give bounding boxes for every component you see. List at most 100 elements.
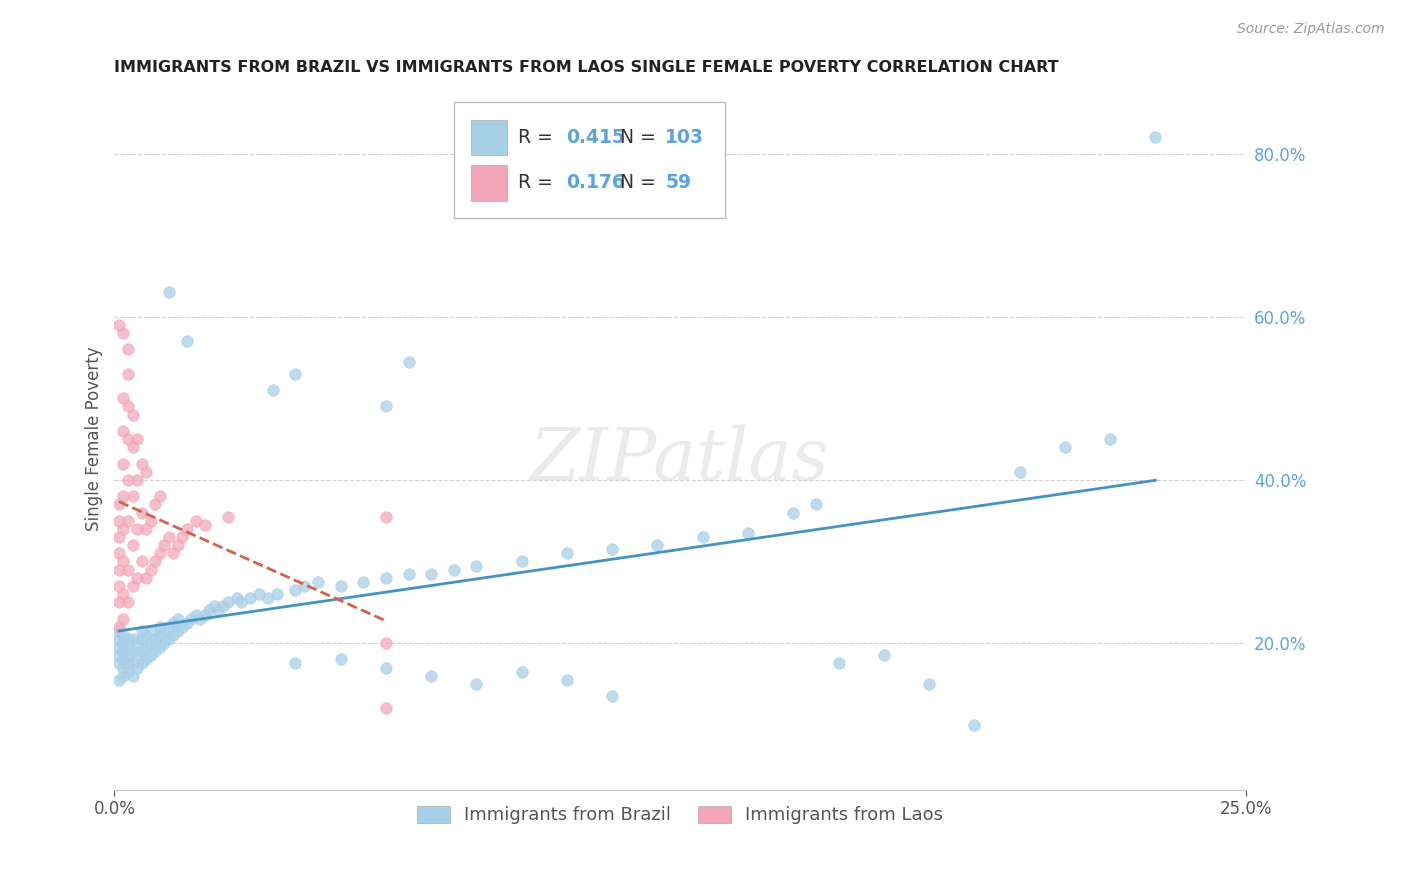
- Point: [510, 554, 533, 568]
- Point: [143, 554, 166, 568]
- Point: [153, 636, 176, 650]
- Point: [149, 628, 172, 642]
- Point: [125, 648, 148, 663]
- Point: [125, 473, 148, 487]
- Y-axis label: Single Female Poverty: Single Female Poverty: [86, 347, 103, 532]
- Point: [176, 334, 198, 348]
- Point: [112, 587, 135, 601]
- Point: [782, 506, 804, 520]
- FancyBboxPatch shape: [471, 165, 508, 201]
- Point: [157, 285, 180, 300]
- Point: [125, 636, 148, 650]
- Point: [149, 546, 172, 560]
- Point: [125, 660, 148, 674]
- Point: [153, 624, 176, 638]
- Point: [420, 566, 443, 581]
- Point: [149, 640, 172, 654]
- Point: [108, 546, 131, 560]
- FancyBboxPatch shape: [454, 103, 725, 218]
- Point: [117, 648, 139, 663]
- Point: [117, 367, 139, 381]
- Point: [284, 582, 307, 597]
- Point: [374, 701, 396, 715]
- Point: [1053, 440, 1076, 454]
- Point: [398, 354, 420, 368]
- Point: [1144, 130, 1167, 145]
- Point: [1099, 432, 1122, 446]
- Point: [198, 603, 221, 617]
- Point: [121, 440, 143, 454]
- Point: [157, 530, 180, 544]
- Point: [172, 530, 194, 544]
- Point: [600, 689, 623, 703]
- Point: [108, 579, 131, 593]
- Point: [176, 522, 198, 536]
- Point: [162, 546, 184, 560]
- Point: [212, 599, 235, 614]
- Point: [112, 522, 135, 536]
- Point: [374, 660, 396, 674]
- Point: [131, 554, 153, 568]
- Point: [121, 669, 143, 683]
- Point: [143, 644, 166, 658]
- Point: [157, 632, 180, 646]
- Point: [194, 607, 217, 622]
- Point: [108, 620, 131, 634]
- Point: [555, 673, 578, 687]
- Point: [117, 632, 139, 646]
- Point: [202, 599, 225, 614]
- Point: [352, 574, 374, 589]
- Point: [112, 660, 135, 674]
- Point: [284, 367, 307, 381]
- Point: [135, 640, 157, 654]
- Point: [121, 632, 143, 646]
- Point: [117, 400, 139, 414]
- Point: [117, 640, 139, 654]
- Point: [108, 497, 131, 511]
- Text: R =: R =: [519, 128, 560, 147]
- Point: [108, 640, 131, 654]
- Point: [465, 558, 488, 573]
- Point: [139, 624, 162, 638]
- Point: [139, 514, 162, 528]
- Point: [139, 563, 162, 577]
- Point: [125, 432, 148, 446]
- Point: [262, 383, 284, 397]
- Point: [131, 506, 153, 520]
- Point: [329, 579, 352, 593]
- Point: [166, 624, 188, 638]
- Point: [117, 343, 139, 357]
- Text: R =: R =: [519, 173, 560, 193]
- Text: IMMIGRANTS FROM BRAZIL VS IMMIGRANTS FROM LAOS SINGLE FEMALE POVERTY CORRELATION: IMMIGRANTS FROM BRAZIL VS IMMIGRANTS FRO…: [114, 60, 1059, 75]
- Point: [121, 657, 143, 671]
- Point: [121, 538, 143, 552]
- Point: [108, 530, 131, 544]
- Point: [117, 432, 139, 446]
- Point: [108, 648, 131, 663]
- Text: 0.415: 0.415: [565, 128, 624, 147]
- Point: [247, 587, 270, 601]
- Legend: Immigrants from Brazil, Immigrants from Laos: Immigrants from Brazil, Immigrants from …: [408, 797, 952, 833]
- Point: [374, 400, 396, 414]
- Point: [108, 673, 131, 687]
- Point: [112, 457, 135, 471]
- Point: [112, 628, 135, 642]
- Point: [108, 632, 131, 646]
- Point: [108, 514, 131, 528]
- Point: [121, 644, 143, 658]
- Point: [443, 563, 465, 577]
- Point: [162, 615, 184, 630]
- Point: [112, 611, 135, 625]
- Point: [131, 644, 153, 658]
- Point: [117, 563, 139, 577]
- Text: 103: 103: [665, 128, 704, 147]
- Point: [374, 636, 396, 650]
- Point: [600, 542, 623, 557]
- Point: [112, 326, 135, 340]
- Point: [284, 657, 307, 671]
- Point: [121, 489, 143, 503]
- Point: [172, 620, 194, 634]
- Point: [266, 587, 288, 601]
- Point: [143, 632, 166, 646]
- Point: [112, 652, 135, 666]
